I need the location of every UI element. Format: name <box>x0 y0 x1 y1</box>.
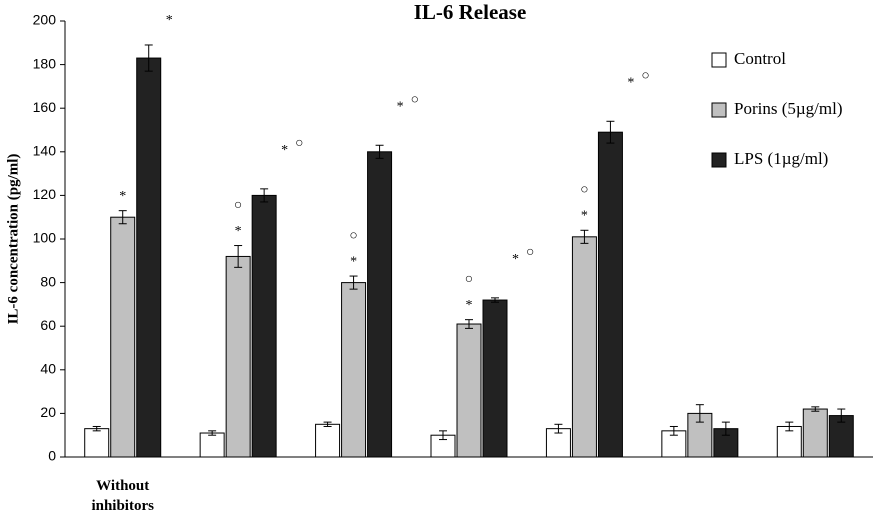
error-bar <box>811 406 820 412</box>
significance-marker: ○ <box>641 68 649 83</box>
bar <box>315 423 341 458</box>
significance-marker: * <box>627 75 634 90</box>
bar <box>110 216 136 458</box>
y-tick-label: 80 <box>40 273 56 289</box>
significance-marker: ○ <box>411 92 419 107</box>
significance-marker: * <box>350 254 357 269</box>
y-tick-label: 40 <box>40 361 56 377</box>
bar <box>456 323 482 458</box>
bar <box>84 428 110 458</box>
y-tick-label: 180 <box>33 55 57 71</box>
significance-marker: * <box>581 208 588 223</box>
bar <box>225 255 251 458</box>
y-tick-label: 20 <box>40 404 56 420</box>
significance-marker: ○ <box>349 228 357 243</box>
y-tick-label: 60 <box>40 317 56 333</box>
bar <box>482 299 508 458</box>
x-tick-label-line: Without <box>96 478 149 494</box>
bar <box>776 425 802 458</box>
bar <box>571 236 597 458</box>
error-bar <box>695 404 704 423</box>
error-bar <box>234 245 243 268</box>
significance-marker: * <box>166 13 173 28</box>
legend-label: Control <box>734 49 786 68</box>
x-tick-label-line: inhibitors <box>91 498 154 514</box>
bar <box>251 194 277 458</box>
legend-swatch <box>711 52 727 68</box>
x-tick-label: Without inhibitors <box>91 478 154 514</box>
legend-label: LPS (1µg/ml) <box>734 149 828 168</box>
bar <box>597 131 623 458</box>
error-bar <box>606 120 615 144</box>
bar <box>367 151 393 458</box>
significance-marker: * <box>235 224 242 239</box>
error-bar <box>208 430 217 436</box>
significance-marker: * <box>512 252 519 267</box>
significance-marker: * <box>281 143 288 158</box>
error-bar <box>580 229 589 244</box>
bar <box>545 428 571 458</box>
error-bar <box>144 44 153 72</box>
y-tick-label: 100 <box>33 230 57 246</box>
error-bar <box>837 408 846 423</box>
legend-label: Porins (5µg/ml) <box>734 99 843 118</box>
error-bar <box>721 421 730 436</box>
bar <box>199 432 225 458</box>
y-tick-label: 160 <box>33 99 57 115</box>
error-bar <box>554 423 563 434</box>
significance-marker: ○ <box>295 136 303 151</box>
y-tick-label: 0 <box>48 448 56 464</box>
error-bar <box>349 275 358 290</box>
significance-marker: * <box>466 298 473 313</box>
error-bar <box>785 421 794 432</box>
legend-swatch <box>711 102 727 118</box>
error-bar <box>465 319 473 329</box>
legend-swatch <box>711 152 727 168</box>
error-bar <box>375 144 384 159</box>
chart-title: IL-6 Release <box>414 0 527 24</box>
error-bar <box>491 297 499 303</box>
error-bar <box>92 425 101 432</box>
error-bar <box>118 210 127 225</box>
significance-marker: * <box>397 99 404 114</box>
y-tick-label: 140 <box>33 143 57 159</box>
significance-marker: ○ <box>465 272 473 287</box>
significance-marker: ○ <box>526 245 534 260</box>
error-bar <box>260 188 269 203</box>
bar <box>802 408 828 458</box>
significance-marker: * <box>119 189 126 204</box>
y-tick-label: 200 <box>33 12 57 28</box>
significance-marker: ○ <box>234 198 242 213</box>
y-axis-label: IL-6 concentration (pg/ml) <box>5 154 21 325</box>
significance-marker: ○ <box>580 182 588 197</box>
error-bar <box>323 421 332 427</box>
error-bar <box>669 425 678 436</box>
y-tick-label: 120 <box>33 186 57 202</box>
bar <box>136 57 162 458</box>
error-bar <box>439 430 447 441</box>
bar <box>341 282 367 458</box>
